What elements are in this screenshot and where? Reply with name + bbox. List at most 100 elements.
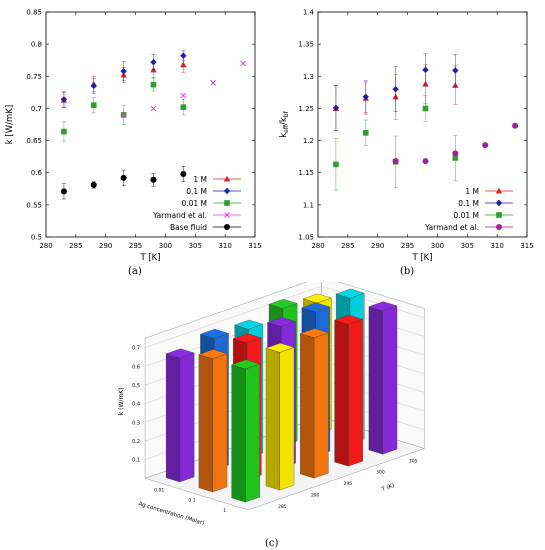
y-axis-label: k [W/mK] — [5, 105, 15, 144]
x-tick-label: 315 — [248, 242, 261, 250]
data-point — [362, 130, 369, 136]
bar-face — [313, 332, 329, 479]
bar-face — [212, 353, 228, 493]
bar — [198, 349, 228, 493]
legend-label: Yarmand et al. — [152, 211, 207, 220]
bar-top — [301, 302, 331, 313]
data-point — [422, 105, 429, 112]
data-point — [60, 96, 68, 103]
y-tick-label: 1.25 — [298, 105, 314, 113]
data-point — [452, 150, 459, 157]
bar — [299, 328, 329, 479]
series-1 — [332, 53, 459, 131]
x-tick-label: 315 — [520, 242, 533, 250]
z-axis-label: k (W/mK) — [118, 387, 125, 415]
y-tick-label: 1.2 — [303, 137, 314, 145]
y-tick-label: 1.35 — [298, 41, 314, 49]
y-tick-label: 285 — [278, 504, 287, 510]
plot-frame — [45, 11, 256, 238]
z-tick-label: 0.7 — [132, 346, 140, 352]
data-point — [120, 67, 127, 75]
x-tick-label: 305 — [461, 242, 474, 250]
data-point — [150, 105, 157, 112]
bar — [368, 301, 398, 455]
data-point — [150, 81, 157, 88]
bar-top — [198, 349, 228, 359]
bar-face — [165, 353, 180, 483]
x-tick-label: 285 — [341, 242, 354, 250]
x-tick-label: 305 — [189, 242, 202, 250]
data-point — [150, 58, 157, 66]
series-3 — [392, 122, 519, 165]
y-tick-label: 0.55 — [26, 201, 42, 209]
x-tick-label: 290 — [371, 242, 384, 250]
y-axis-label: keff/kbf — [279, 110, 290, 137]
data-point — [240, 60, 246, 67]
series-4 — [60, 165, 187, 200]
caption-a: (a) — [128, 266, 142, 277]
bar-top — [231, 359, 261, 370]
bar-face — [368, 306, 383, 455]
z-tick-label: 0.5 — [132, 383, 140, 389]
bar-face — [231, 364, 246, 503]
data-point — [180, 104, 187, 110]
z-tick-label: 0.4 — [132, 402, 140, 408]
data-point — [90, 102, 97, 109]
y-tick-label: 0.7 — [31, 105, 42, 113]
x-tick-label: 280 — [39, 242, 52, 250]
x-tick-label: 310 — [490, 242, 503, 250]
bar — [334, 314, 364, 467]
legend-marker — [496, 224, 502, 230]
y-tick-label: 300 — [376, 470, 385, 476]
plot-frame — [317, 11, 528, 238]
z-tick-label: 0.1 — [132, 458, 140, 464]
y-tick-label: 290 — [311, 492, 320, 498]
data-point — [392, 158, 399, 165]
caption-b: (b) — [400, 266, 415, 277]
bar — [231, 359, 261, 503]
legend-label: 0.01 M — [453, 211, 479, 220]
chart-b: 280 285 290 295 300 305 310 315 1.05 1.1 1.15 1.2 1.… — [279, 9, 534, 263]
marker-stroke — [210, 79, 217, 86]
data-point — [90, 82, 97, 90]
data-point — [60, 188, 67, 195]
data-point — [120, 174, 127, 181]
x-tick-label: 295 — [129, 242, 142, 250]
x-tick-label: 0.1 — [188, 498, 195, 504]
data-point — [210, 79, 217, 86]
legend-label: Yarmand et al. — [424, 223, 479, 232]
marker-stroke — [224, 212, 230, 218]
bar — [265, 342, 295, 491]
bar-top — [302, 293, 332, 304]
y-tick-label: 0.75 — [26, 73, 42, 81]
legend-marker — [223, 175, 231, 182]
legend-label: 1 M — [193, 175, 207, 184]
x-tick-label: 1 — [223, 508, 226, 514]
z-tick-label: 0.3 — [132, 420, 140, 426]
x-tick-label: 280 — [311, 242, 324, 250]
bar-top — [268, 299, 298, 309]
data-point — [362, 93, 369, 101]
x-axis-label: T [K] — [411, 253, 432, 262]
legend-marker — [223, 187, 231, 195]
data-point — [61, 128, 67, 135]
data-point — [422, 158, 429, 165]
z-tick-label: 0.2 — [132, 439, 140, 445]
chart-a: 280 285 290 295 300 305 310 315 0.5 0.55 0.6 0.65 0.… — [5, 9, 262, 263]
y-tick-label: 1.05 — [298, 234, 314, 242]
x-axis-label: T [K] — [139, 253, 160, 262]
bar-top — [334, 314, 364, 325]
data-point — [482, 142, 489, 149]
y-tick-label: 0.85 — [26, 9, 42, 17]
bar-top — [199, 328, 230, 339]
legend-label: 1 M — [465, 187, 479, 196]
data-point — [180, 92, 187, 99]
legend-label: Base fluid — [170, 223, 207, 232]
marker-stroke — [150, 105, 157, 112]
data-point — [452, 155, 459, 161]
legend-marker — [224, 212, 230, 218]
bar-face — [348, 319, 363, 467]
legend-marker — [495, 199, 503, 207]
y-tick-label: 1.4 — [303, 9, 315, 17]
